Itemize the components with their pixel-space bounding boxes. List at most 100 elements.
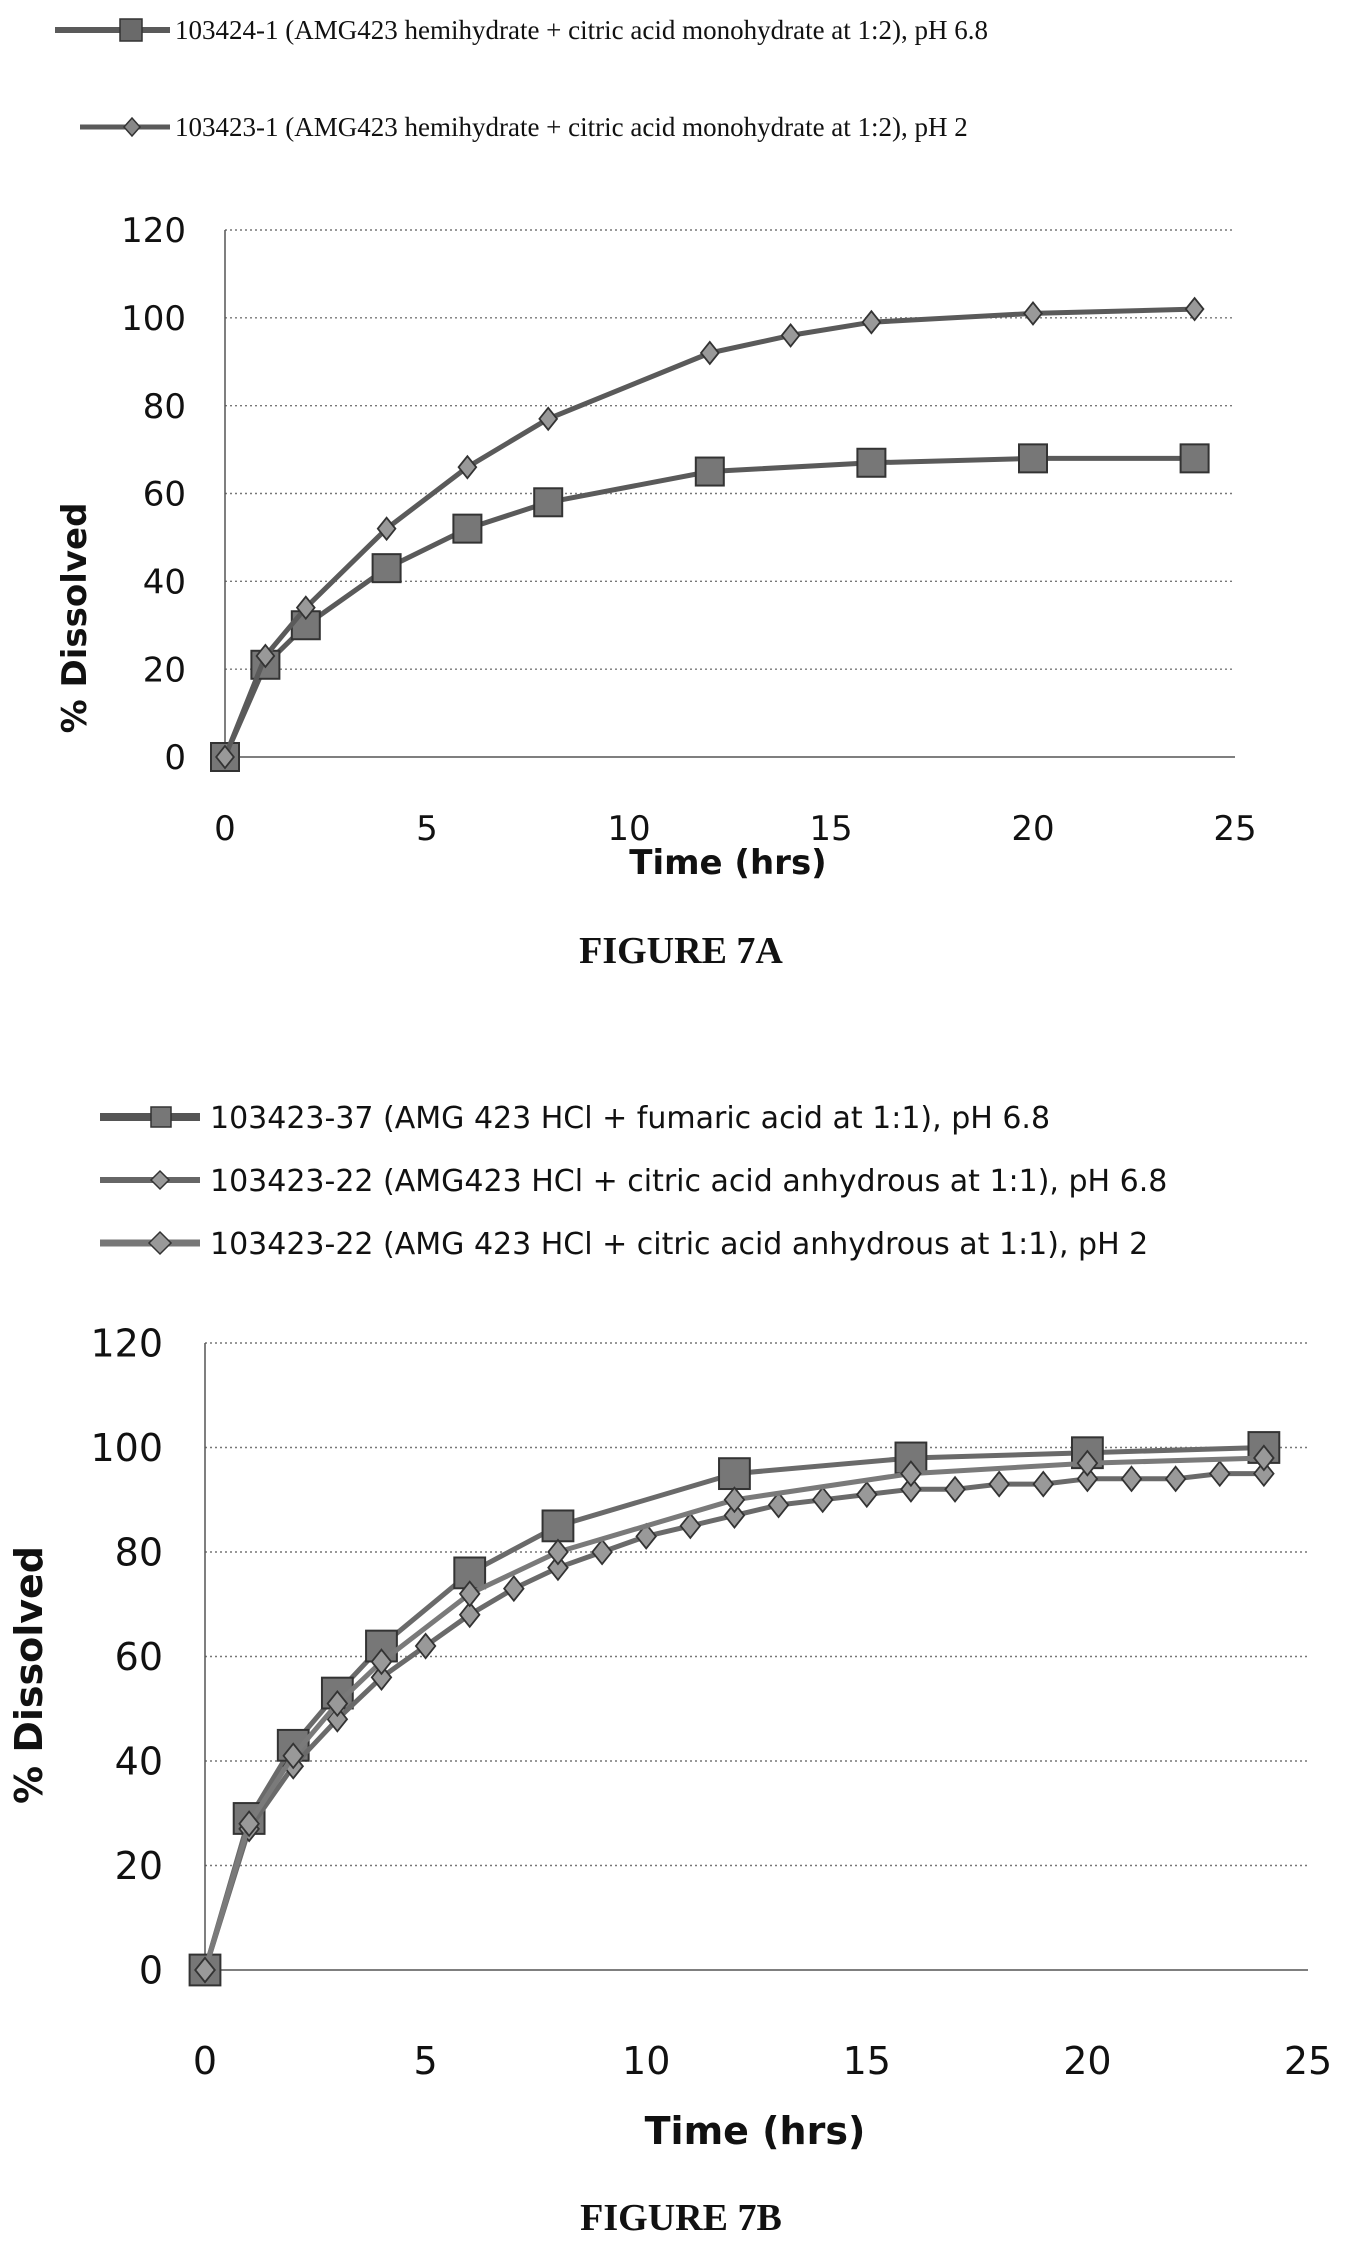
data-point-diamond	[376, 516, 397, 542]
y-tick-label: 120	[121, 211, 186, 251]
data-point-diamond	[370, 1663, 393, 1691]
chart-7a-axes	[224, 230, 1235, 758]
x-tick-label: 5	[414, 2039, 438, 2083]
chart-7b-series	[188, 1431, 1281, 1987]
legend-label-7a-2: 103423-1 (AMG423 hemihydrate + citric ac…	[175, 112, 968, 142]
series-line	[222, 306, 1195, 758]
series-line	[202, 1455, 1264, 1971]
data-point-diamond	[547, 1554, 569, 1582]
data-point-square	[371, 553, 402, 584]
data-point-diamond	[1164, 1465, 1187, 1493]
figure-7b-caption: FIGURE 7B	[580, 2197, 782, 2239]
chart-7b-x-axis-title: Time (hrs)	[645, 2109, 866, 2153]
legend-item-7a-1: 103424-1 (AMG423 hemihydrate + citric ac…	[55, 15, 988, 45]
legend-label-7b-1: 103423-37 (AMG 423 HCl + fumaric acid at…	[210, 1101, 1050, 1136]
data-point-diamond	[855, 1480, 878, 1509]
y-tick-label: 80	[143, 387, 186, 427]
square-marker-icon	[119, 18, 143, 42]
legend-label-7b-3: 103423-22 (AMG 423 HCl + citric acid anh…	[210, 1227, 1148, 1262]
series-2	[215, 296, 1205, 770]
series-2	[194, 1460, 1275, 1984]
data-point-diamond	[811, 1486, 834, 1514]
data-point-diamond	[1023, 301, 1043, 326]
chart-7b-y-axis-title: % Dissolved	[7, 1546, 51, 1804]
data-point-diamond	[1253, 1444, 1275, 1472]
data-point-diamond	[457, 454, 478, 480]
data-point-square	[1018, 443, 1048, 474]
y-tick-label: 20	[143, 650, 186, 690]
data-point-square	[541, 1509, 575, 1543]
chart-7a-gridlines	[225, 229, 1235, 670]
x-tick-label: 20	[1011, 809, 1054, 849]
chart-7b: 103423-37 (AMG 423 HCl + fumaric acid at…	[7, 1101, 1332, 2239]
x-tick-label: 10	[607, 809, 650, 849]
data-point-diamond	[861, 309, 882, 335]
legend-label-7a-1: 103424-1 (AMG423 hemihydrate + citric ac…	[175, 15, 988, 45]
chart-7a: 103424-1 (AMG423 hemihydrate + citric ac…	[55, 15, 1257, 972]
data-point-diamond	[1120, 1465, 1143, 1493]
series-line	[222, 455, 1195, 759]
data-point-diamond	[1032, 1470, 1055, 1498]
data-point-diamond	[723, 1486, 746, 1514]
x-tick-label: 0	[214, 809, 236, 849]
chart-7a-series	[210, 296, 1210, 772]
data-point-diamond	[723, 1501, 746, 1529]
data-point-square	[718, 1457, 751, 1491]
chart-7a-x-axis-title: Time (hrs)	[629, 843, 826, 883]
y-tick-label: 100	[121, 299, 186, 339]
data-point-diamond	[326, 1689, 349, 1718]
data-point-diamond	[458, 1601, 481, 1629]
data-point-diamond	[255, 643, 276, 669]
x-tick-label: 25	[1284, 2039, 1332, 2083]
chart-7a-y-axis-title: % Dissolved	[55, 503, 95, 734]
data-point-diamond	[1208, 1460, 1231, 1488]
y-tick-label: 40	[143, 563, 186, 603]
legend-item-7b-1: 103423-37 (AMG 423 HCl + fumaric acid at…	[100, 1101, 1050, 1136]
data-point-diamond	[194, 1956, 216, 1984]
legend-item-7a-2: 103423-1 (AMG423 hemihydrate + citric ac…	[80, 112, 968, 142]
diamond-marker-icon	[149, 1169, 171, 1191]
data-point-diamond	[326, 1705, 349, 1733]
y-tick-label: 60	[143, 475, 186, 515]
data-point-diamond	[988, 1470, 1010, 1498]
chart-7b-y-ticks: 0 20 40 60 80 100 120	[90, 1322, 163, 1993]
data-point-diamond	[1076, 1465, 1099, 1493]
x-tick-label: 15	[809, 809, 852, 849]
y-tick-label: 20	[115, 1844, 163, 1888]
legend-item-7b-2: 103423-22 (AMG423 HCl + citric acid anhy…	[100, 1164, 1167, 1199]
x-tick-label: 25	[1213, 809, 1256, 849]
data-point-square	[1179, 443, 1210, 474]
y-tick-label: 60	[115, 1635, 163, 1679]
data-point-diamond	[780, 322, 801, 348]
series-1	[210, 443, 1210, 772]
chart-7a-legend: 103424-1 (AMG423 hemihydrate + citric ac…	[55, 15, 988, 142]
data-point-diamond	[699, 340, 720, 366]
x-tick-label: 10	[622, 2039, 670, 2083]
data-point-diamond	[370, 1648, 393, 1676]
data-point-diamond	[503, 1575, 525, 1603]
y-tick-label: 100	[90, 1426, 163, 1470]
data-point-diamond	[767, 1491, 790, 1519]
x-tick-label: 0	[193, 2039, 217, 2083]
data-point-diamond	[282, 1742, 305, 1770]
data-point-square	[856, 447, 887, 478]
x-tick-label: 20	[1063, 2039, 1111, 2083]
chart-7b-legend: 103423-37 (AMG 423 HCl + fumaric acid at…	[100, 1101, 1167, 1262]
x-tick-label: 5	[416, 809, 438, 849]
chart-7a-x-ticks: 0 5 10 15 20 25	[214, 809, 1256, 849]
data-point-diamond	[414, 1632, 437, 1660]
diamond-marker-icon	[122, 116, 142, 138]
data-point-diamond	[635, 1522, 658, 1550]
chart-7b-gridlines	[205, 1342, 1308, 1867]
data-point-diamond	[538, 406, 559, 432]
data-point-square	[452, 513, 483, 544]
legend-label-7b-2: 103423-22 (AMG423 HCl + citric acid anhy…	[210, 1164, 1167, 1199]
y-tick-label: 0	[139, 1949, 163, 1993]
data-point-diamond	[1076, 1449, 1099, 1477]
data-point-diamond	[591, 1538, 613, 1566]
chart-7b-x-ticks: 0 5 10 15 20 25	[193, 2039, 1332, 2083]
chart-7a-y-ticks: 0 20 40 60 80 100 120	[121, 211, 186, 778]
data-point-diamond	[458, 1580, 481, 1608]
y-tick-label: 120	[90, 1322, 163, 1366]
